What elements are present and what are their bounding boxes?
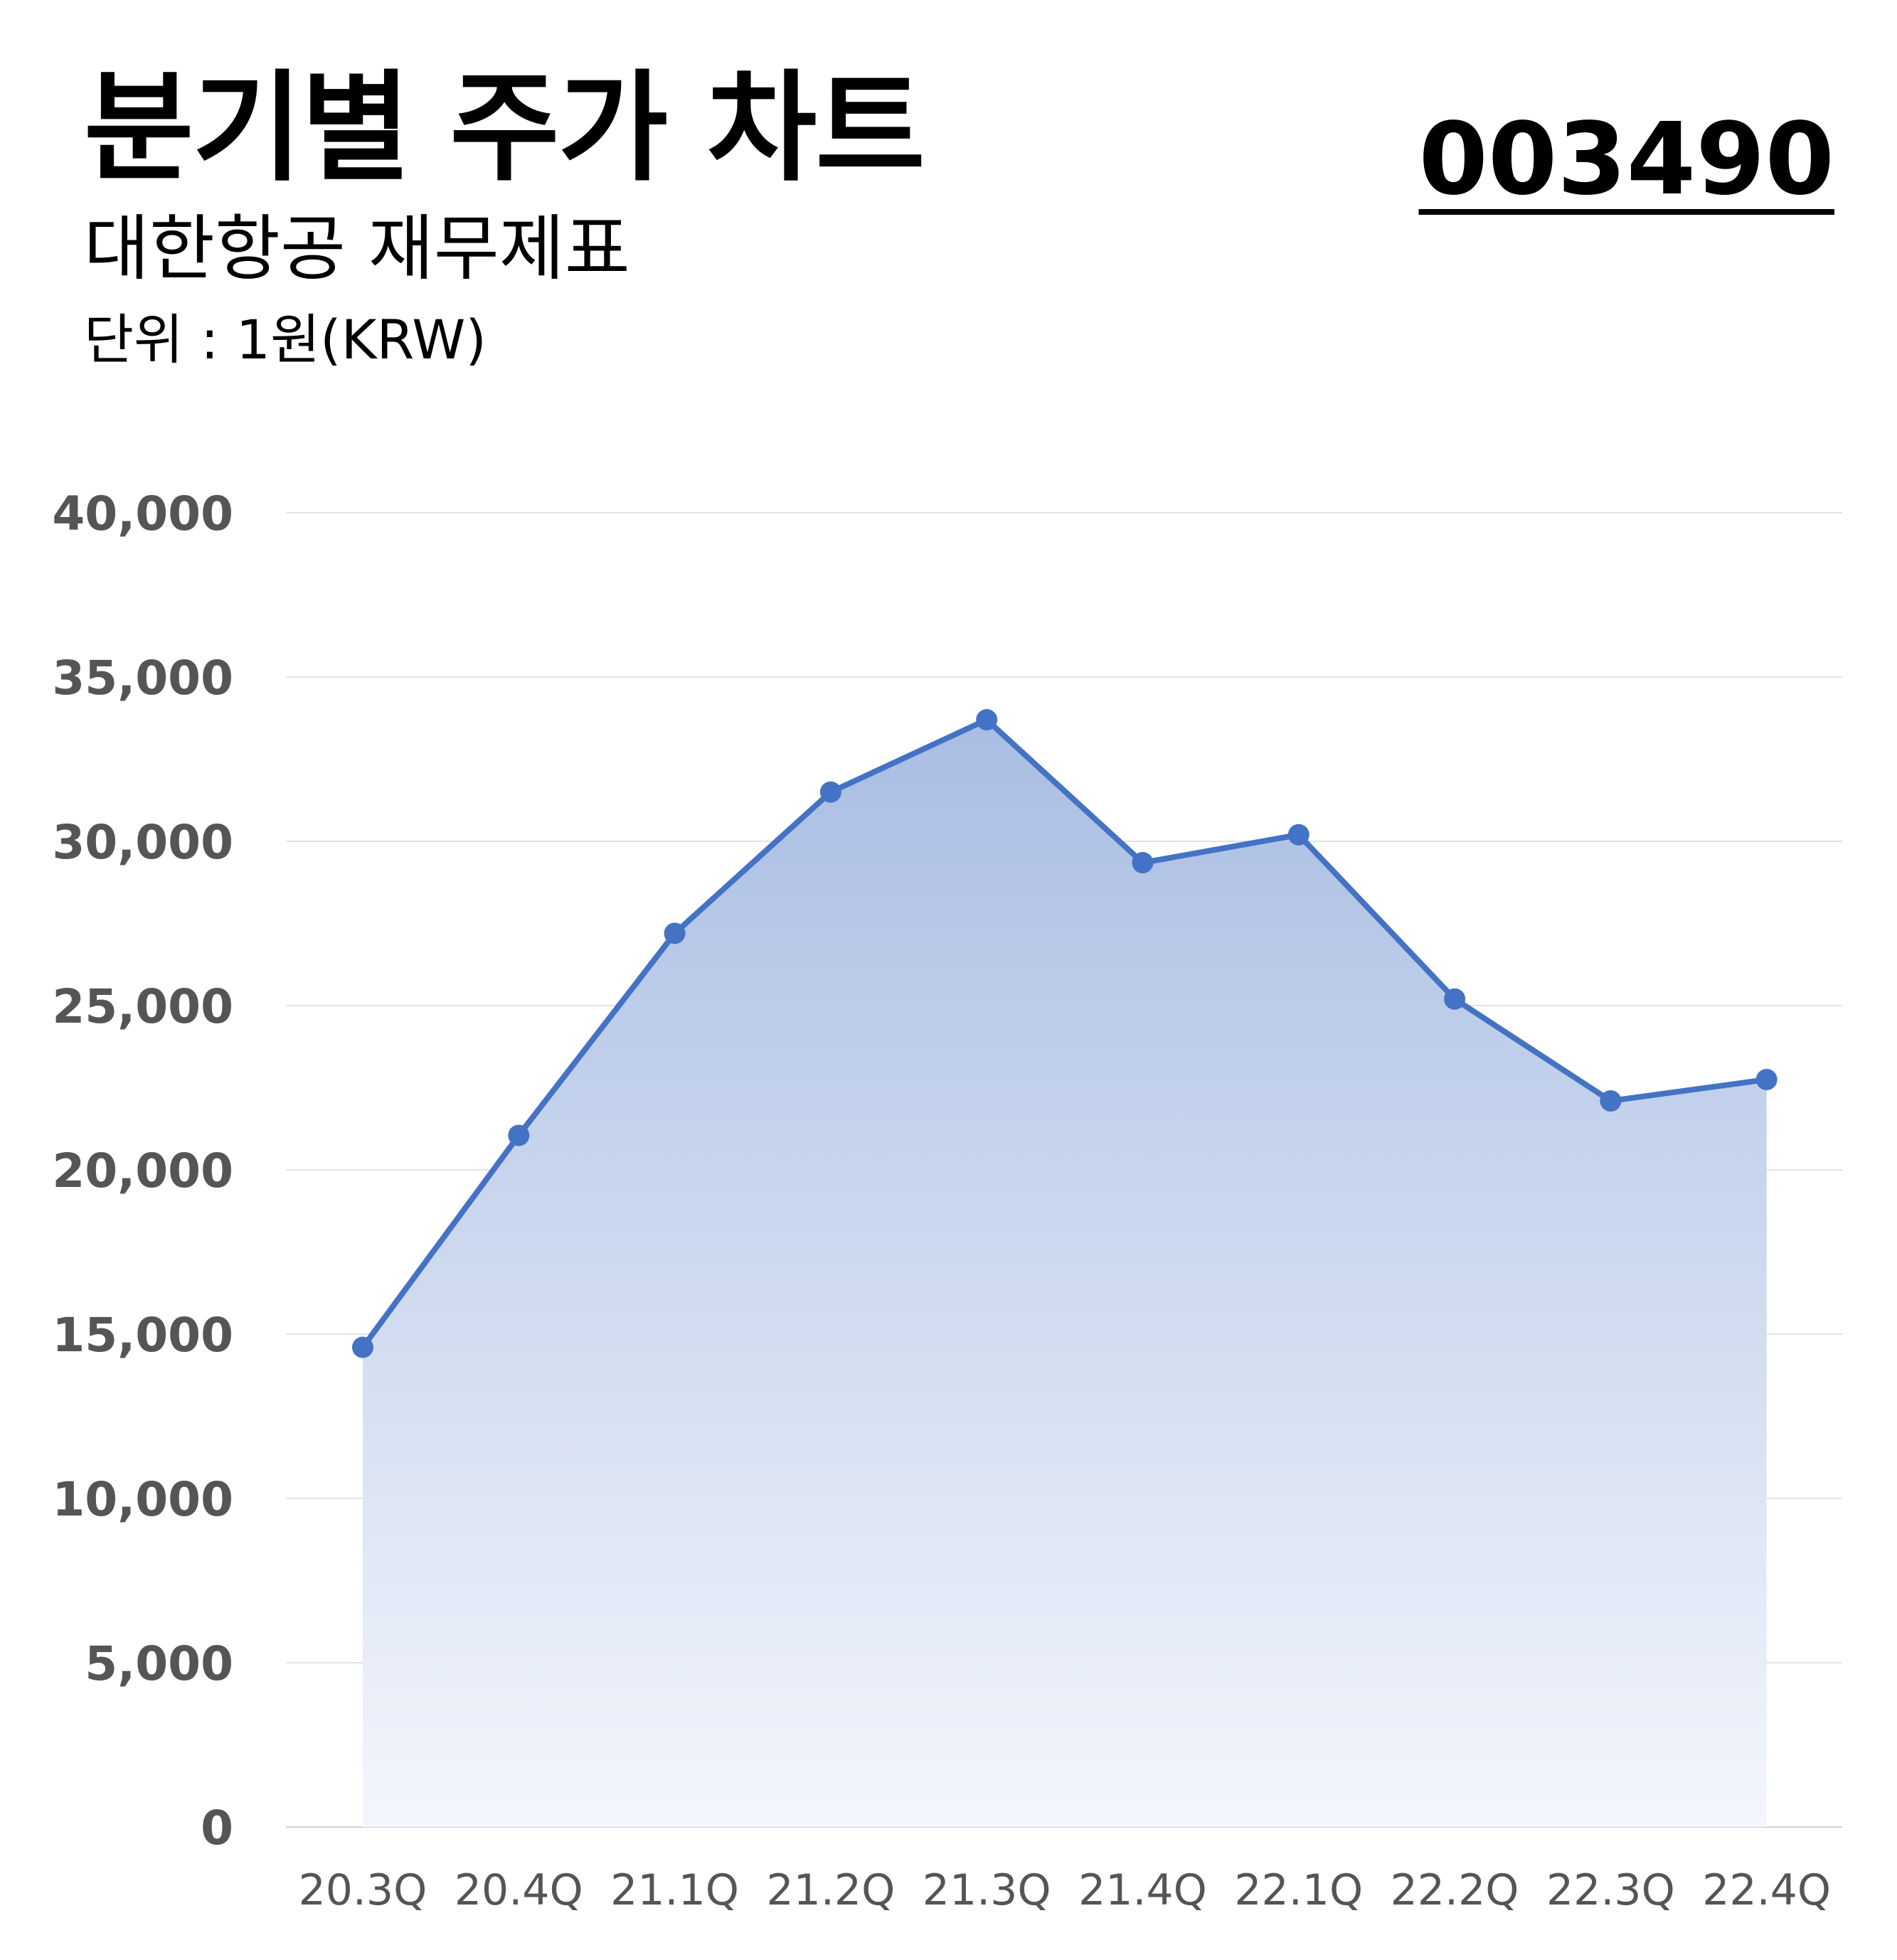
x-axis-ticks: 20.3Q 20.4Q 21.1Q 21.2Q 21.3Q 21.4Q 22.1Q 22.2Q…: [299, 1865, 1832, 1915]
x-tick-label: 22.2Q: [1391, 1865, 1519, 1915]
y-tick-label: 10,000: [52, 1472, 233, 1527]
y-axis-ticks: 0 5,000 10,000 15,000 20,000 25,000 30,000 35,0…: [52, 486, 233, 1855]
unit-label: 단위 : 1원(KRW): [84, 308, 487, 371]
y-tick-label: 30,000: [52, 815, 233, 870]
y-tick-label: 20,000: [52, 1144, 233, 1198]
x-tick-label: 22.3Q: [1546, 1865, 1675, 1915]
data-point: [352, 1336, 373, 1358]
x-tick-label: 21.2Q: [766, 1865, 895, 1915]
x-tick-label: 21.3Q: [923, 1865, 1051, 1915]
data-point: [664, 922, 686, 944]
data-point: [1600, 1090, 1622, 1112]
series-line: [360, 717, 1770, 1351]
data-point: [1287, 824, 1309, 846]
data-point: [819, 781, 841, 803]
x-tick-label: 20.3Q: [299, 1865, 427, 1915]
x-tick-label: 22.4Q: [1702, 1865, 1831, 1915]
series-line-layer: [360, 717, 1770, 1351]
y-tick-label: 0: [201, 1801, 233, 1855]
x-tick-label: 20.4Q: [455, 1865, 583, 1915]
data-point: [976, 709, 998, 731]
data-point: [508, 1124, 530, 1146]
data-point: [1444, 988, 1466, 1010]
x-tick-label: 21.1Q: [610, 1865, 739, 1915]
area-fill: [363, 720, 1767, 1827]
y-tick-label: 5,000: [85, 1636, 233, 1691]
y-tick-label: 35,000: [52, 651, 233, 705]
data-points: [352, 709, 1778, 1358]
x-tick-label: 21.4Q: [1078, 1865, 1207, 1915]
data-point: [1755, 1068, 1778, 1090]
chart-subtitle: 대한항공 재무제표: [84, 207, 630, 290]
y-tick-label: 15,000: [52, 1308, 233, 1363]
area-fill-layer: [363, 720, 1767, 1827]
y-tick-label: 25,000: [52, 979, 233, 1034]
chart-title: 분기별 주가 차트: [84, 58, 925, 198]
x-tick-label: 22.1Q: [1234, 1865, 1363, 1915]
stock-code: 003490: [1418, 102, 1834, 218]
data-point: [1132, 852, 1154, 874]
y-tick-label: 40,000: [52, 486, 233, 541]
